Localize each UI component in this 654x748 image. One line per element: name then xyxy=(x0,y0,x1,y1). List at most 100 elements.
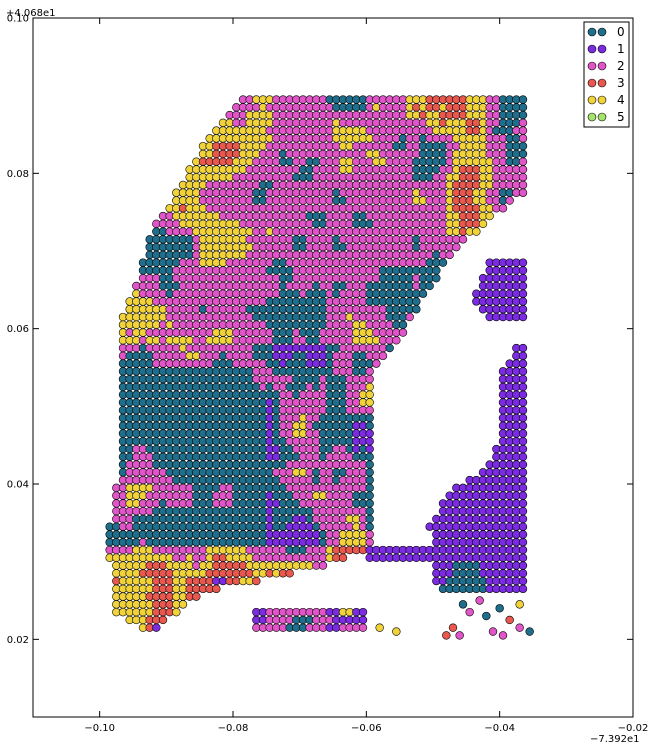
scatter-point xyxy=(518,289,528,298)
legend-label: 5 xyxy=(617,110,625,124)
scatter-point xyxy=(498,631,508,640)
scatter-point xyxy=(285,569,294,578)
y-tick-label: 0.02 xyxy=(7,635,29,646)
scatter-point xyxy=(518,134,528,143)
scatter-point xyxy=(518,561,528,570)
scatter-point xyxy=(365,374,374,384)
y-tick-label: 0.06 xyxy=(7,324,29,335)
scatter-point xyxy=(518,421,528,430)
legend-marker xyxy=(597,44,607,54)
x-tick-label: −0.02 xyxy=(618,723,649,734)
legend: 0 1 2 3 4 5 xyxy=(583,21,630,128)
scatter-point xyxy=(518,367,528,376)
scatter-point xyxy=(518,460,528,469)
scatter-point xyxy=(365,429,374,438)
y-tick-label: 0.10 xyxy=(7,14,29,25)
scatter-point xyxy=(365,367,374,376)
scatter-point xyxy=(518,483,528,493)
scatter-point xyxy=(392,627,401,636)
scatter-point xyxy=(398,320,408,329)
scatter-point xyxy=(365,390,374,399)
legend-label: 1 xyxy=(617,42,625,56)
scatter-point xyxy=(515,600,524,609)
scatter-point xyxy=(452,242,461,252)
scatter-point xyxy=(445,250,454,260)
scatter-point xyxy=(365,382,374,392)
scatter-point xyxy=(365,452,374,462)
legend-marker xyxy=(587,61,597,71)
scatter-point xyxy=(518,141,528,151)
scatter-points xyxy=(105,95,534,640)
y-axis: 0.02 0.04 0.06 0.08 0.10 xyxy=(7,14,633,646)
y-offset-label: +4.068e1 xyxy=(6,8,56,19)
scatter-point xyxy=(365,491,374,500)
scatter-point xyxy=(365,398,374,407)
x-tick-label: −0.06 xyxy=(351,723,382,734)
scatter-point xyxy=(158,615,168,625)
scatter-point xyxy=(455,631,464,640)
scatter-point xyxy=(432,266,441,275)
scatter-point xyxy=(518,157,528,166)
legend-marker xyxy=(597,61,607,71)
legend-label: 4 xyxy=(617,93,625,107)
scatter-point xyxy=(518,545,528,555)
scatter-point xyxy=(525,627,534,636)
scatter-point xyxy=(365,506,374,516)
scatter-point xyxy=(518,305,528,314)
scatter-point xyxy=(505,615,514,625)
legend-label: 2 xyxy=(617,59,625,73)
scatter-point xyxy=(358,615,368,625)
legend-marker xyxy=(587,44,597,54)
scatter-point xyxy=(365,522,374,531)
scatter-point xyxy=(518,553,528,562)
scatter-point xyxy=(518,103,528,112)
scatter-point xyxy=(412,305,421,314)
scatter-point xyxy=(518,266,528,275)
scatter-point xyxy=(465,607,474,617)
scatter-point xyxy=(178,600,188,609)
scatter-point xyxy=(365,538,374,547)
legend-label: 0 xyxy=(617,25,625,39)
scatter-point xyxy=(518,468,528,477)
scatter-point xyxy=(518,351,528,361)
scatter-point xyxy=(475,596,484,605)
scatter-point xyxy=(518,576,528,586)
scatter-point xyxy=(518,95,528,104)
scatter-point xyxy=(518,343,528,353)
scatter-point xyxy=(518,188,528,197)
plot-frame xyxy=(32,17,634,718)
scatter-point xyxy=(495,604,504,613)
scatter-point xyxy=(518,258,528,267)
scatter-point xyxy=(505,196,514,205)
scatter-point xyxy=(458,600,468,609)
x-tick-label: −0.10 xyxy=(84,723,115,734)
scatter-point xyxy=(365,483,374,493)
scatter-point xyxy=(365,475,374,485)
legend-marker xyxy=(597,27,607,37)
scatter-point xyxy=(252,576,261,586)
scatter-point xyxy=(338,553,348,562)
scatter-point xyxy=(518,297,528,306)
scatter-point xyxy=(518,390,528,399)
scatter-point xyxy=(515,623,524,632)
scatter-point xyxy=(518,149,528,159)
scatter-point xyxy=(365,437,374,446)
scatter-point xyxy=(518,584,528,594)
x-offset-label: −7.392e1 xyxy=(590,734,640,745)
scatter-point xyxy=(518,165,528,174)
scatter-point xyxy=(518,110,528,120)
scatter-point xyxy=(498,204,508,213)
scatter-point xyxy=(518,281,528,291)
scatter-point xyxy=(518,538,528,547)
scatter-point xyxy=(518,413,528,423)
scatter-point xyxy=(372,359,381,368)
scatter-point xyxy=(518,118,528,128)
y-tick-label: 0.08 xyxy=(7,169,29,180)
scatter-point xyxy=(518,452,528,462)
scatter-point xyxy=(365,406,374,415)
scatter-point xyxy=(518,312,528,322)
legend-marker xyxy=(587,78,597,88)
scatter-point xyxy=(442,631,451,640)
scatter-point xyxy=(482,611,491,621)
scatter-point xyxy=(392,336,401,345)
